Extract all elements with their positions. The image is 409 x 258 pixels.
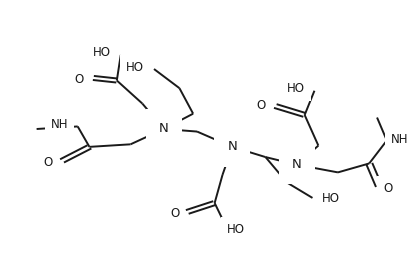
Text: N: N — [292, 158, 301, 171]
Text: O: O — [256, 99, 265, 112]
Text: N: N — [291, 158, 301, 171]
Text: O: O — [382, 182, 391, 195]
Text: HO: HO — [286, 82, 304, 95]
Text: O: O — [74, 73, 83, 86]
Text: HO: HO — [93, 46, 111, 59]
Text: HO: HO — [321, 192, 339, 205]
Text: NH: NH — [390, 133, 407, 146]
Text: N: N — [159, 123, 168, 135]
Text: N: N — [227, 140, 236, 153]
Text: NH: NH — [50, 118, 68, 131]
Text: HO: HO — [126, 61, 144, 74]
Text: O: O — [43, 156, 52, 169]
Text: O: O — [170, 207, 179, 220]
Text: HO: HO — [227, 223, 245, 236]
Text: N: N — [159, 123, 168, 135]
Text: N: N — [227, 140, 236, 153]
